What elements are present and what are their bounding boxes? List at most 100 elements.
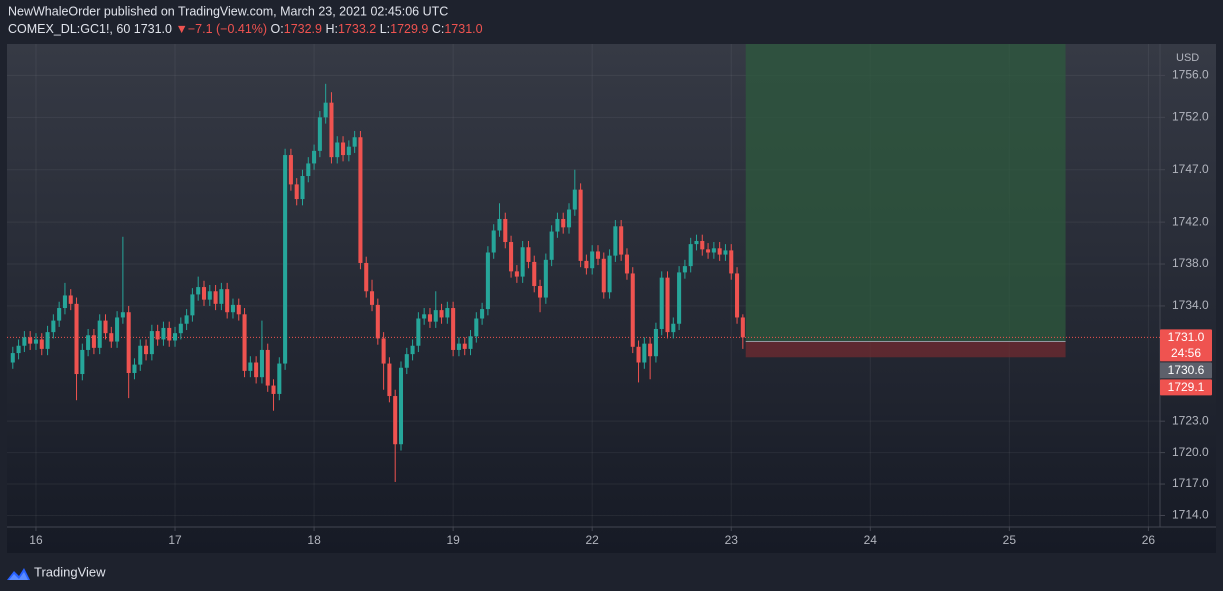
- candle-body: [642, 343, 647, 363]
- y-tick-label: 1717.0: [1172, 476, 1209, 490]
- candle-body: [28, 337, 33, 344]
- candle-body: [248, 362, 253, 371]
- candle-body: [201, 287, 207, 300]
- axes: 1756.01752.01747.01742.01738.01734.01723…: [29, 68, 1212, 547]
- logo: [7, 568, 30, 580]
- candle-body: [474, 318, 479, 337]
- candle-body: [416, 318, 421, 346]
- candle-body: [566, 209, 572, 228]
- candle-body: [91, 335, 96, 348]
- candle-body: [624, 254, 629, 274]
- candle-body: [178, 323, 183, 334]
- candle-body: [80, 349, 85, 375]
- candle-body: [555, 218, 560, 232]
- candle-body: [468, 336, 473, 349]
- candle-body: [636, 346, 641, 363]
- candle-body: [717, 248, 722, 255]
- candle-body: [126, 312, 131, 373]
- y-tick-label: 1723.0: [1172, 413, 1209, 427]
- candle-body: [480, 309, 485, 319]
- legend-line: COMEX_DL:GC1!, 60 1731.0 ▼−7.1 (−0.41%) …: [8, 22, 483, 36]
- candle-body: [526, 247, 531, 262]
- candle-body: [33, 339, 38, 344]
- candle-body: [219, 289, 224, 304]
- currency: USD: [1176, 52, 1199, 64]
- y-tick-label: 1738.0: [1172, 256, 1209, 270]
- x-tick-label: 22: [586, 533, 600, 547]
- loss-zone: [745, 341, 1066, 358]
- candle-body: [97, 320, 102, 348]
- candle-body: [451, 308, 456, 350]
- candle-body: [317, 117, 322, 151]
- candle-body: [369, 291, 375, 305]
- candle-body: [300, 176, 305, 200]
- price-label-box: [1160, 362, 1212, 379]
- candle-body: [422, 314, 427, 319]
- candle-body: [740, 317, 745, 338]
- candle-body: [456, 343, 461, 350]
- y-tick-label: 1752.0: [1172, 110, 1209, 124]
- price-label-box: [1160, 329, 1212, 362]
- candle-body: [607, 255, 612, 293]
- candle-body: [520, 247, 525, 277]
- candle-body: [375, 304, 380, 339]
- brand: TradingView: [34, 564, 106, 579]
- candle-body: [184, 315, 189, 324]
- change: −7.1 (−0.41%): [188, 22, 267, 36]
- candle-body: [57, 308, 62, 321]
- ohlc-key: H:: [325, 22, 338, 36]
- candle-body: [346, 146, 351, 156]
- candle-body: [335, 142, 340, 158]
- candle-body: [265, 349, 270, 386]
- candle-body: [381, 338, 386, 364]
- candle-body: [735, 273, 740, 318]
- candle-body: [538, 286, 543, 298]
- candle-body: [427, 314, 432, 322]
- candle-body: [595, 251, 601, 259]
- ohlc-key: O:: [271, 22, 284, 36]
- ohlc-value: 1733.2: [338, 22, 376, 36]
- last-price: 1731.0: [134, 22, 172, 36]
- candle-body: [341, 142, 346, 156]
- candle-body: [387, 363, 392, 397]
- candle-body: [549, 231, 554, 260]
- candle-body: [225, 289, 230, 313]
- candle-body: [352, 137, 357, 147]
- candle-body: [213, 291, 218, 304]
- y-tick-label: 1756.0: [1172, 68, 1209, 82]
- candle-body: [45, 332, 50, 349]
- candle-body: [584, 260, 589, 269]
- candle-body: [10, 353, 15, 363]
- candle-body: [491, 230, 496, 253]
- candle-body: [167, 327, 172, 341]
- candle-body: [364, 262, 369, 292]
- candle-body: [590, 251, 595, 269]
- candle-body: [259, 349, 264, 378]
- candle-body: [398, 367, 404, 445]
- candle-body: [578, 189, 583, 261]
- candle-body: [613, 226, 618, 256]
- candle-body: [445, 308, 450, 318]
- candle-body: [39, 339, 44, 349]
- candle-body: [572, 189, 577, 210]
- candle-body: [630, 273, 635, 347]
- candle-body: [404, 354, 409, 368]
- candle-body: [514, 271, 519, 277]
- candle-body: [729, 250, 734, 274]
- candle-body: [503, 218, 508, 243]
- price-label-box: [1160, 379, 1212, 396]
- candle-body: [242, 314, 247, 371]
- candle-body: [711, 248, 716, 253]
- candle-body: [271, 385, 276, 394]
- candle-body: [677, 272, 682, 324]
- candle-body: [543, 259, 548, 298]
- candle-body: [393, 396, 398, 445]
- y-tick-label: 1720.0: [1172, 445, 1209, 459]
- candle-body: [497, 218, 502, 231]
- candle-body: [115, 317, 120, 342]
- candle-body: [155, 331, 160, 340]
- candle-body: [653, 328, 658, 357]
- candle-body: [433, 310, 438, 322]
- candle-body: [358, 137, 363, 263]
